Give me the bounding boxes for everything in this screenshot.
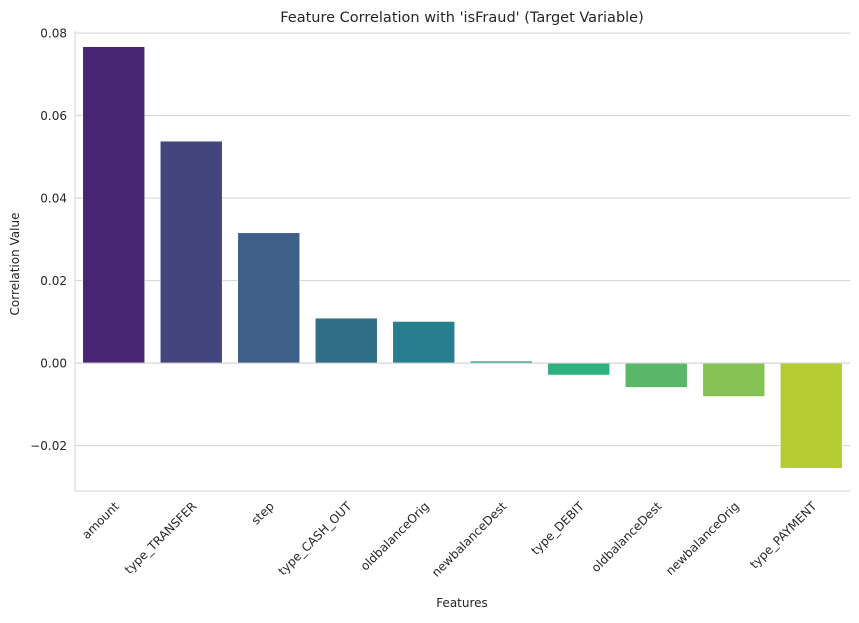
bar-type_TRANSFER [159, 140, 223, 364]
x-tick-label: newbalanceDest [429, 499, 510, 580]
x-tick-label: type_TRANSFER [122, 499, 200, 577]
x-axis-label: Features [436, 596, 488, 610]
bar-amount [82, 46, 146, 364]
bar-step [237, 232, 301, 364]
bar-type_DEBIT [547, 362, 611, 376]
y-tick-labels: −0.02 0.00 0.02 0.04 0.06 0.08 [30, 27, 67, 454]
bar-oldbalanceOrig [392, 321, 456, 364]
x-tick-label: oldbalanceDest [589, 499, 665, 575]
y-tick-label: 0.06 [40, 109, 67, 123]
chart-title: Feature Correlation with 'isFraud' (Targ… [280, 10, 644, 26]
bars [82, 46, 843, 469]
y-tick-label: 0.08 [40, 27, 67, 41]
bar-type_CASH_OUT [314, 317, 378, 364]
x-tick-label: type_DEBIT [528, 499, 587, 558]
y-axis-label: Correlation Value [8, 213, 22, 316]
bar-newbalanceOrig [702, 362, 766, 397]
y-tick-label: 0.04 [40, 192, 67, 206]
bar-oldbalanceDest [624, 362, 688, 388]
y-tick-label: 0.02 [40, 274, 67, 288]
y-tick-label: 0.00 [40, 357, 67, 371]
y-tick-label: −0.02 [30, 439, 67, 453]
x-tick-label: newbalanceOrig [663, 499, 742, 578]
x-tick-label: type_CASH_OUT [275, 499, 354, 578]
x-tick-label: oldbalanceOrig [358, 499, 432, 573]
x-tick-label: step [249, 499, 277, 527]
bar-type_PAYMENT [779, 362, 843, 469]
x-tick-label: type_PAYMENT [747, 499, 820, 572]
x-tick-label: amount [79, 499, 122, 542]
